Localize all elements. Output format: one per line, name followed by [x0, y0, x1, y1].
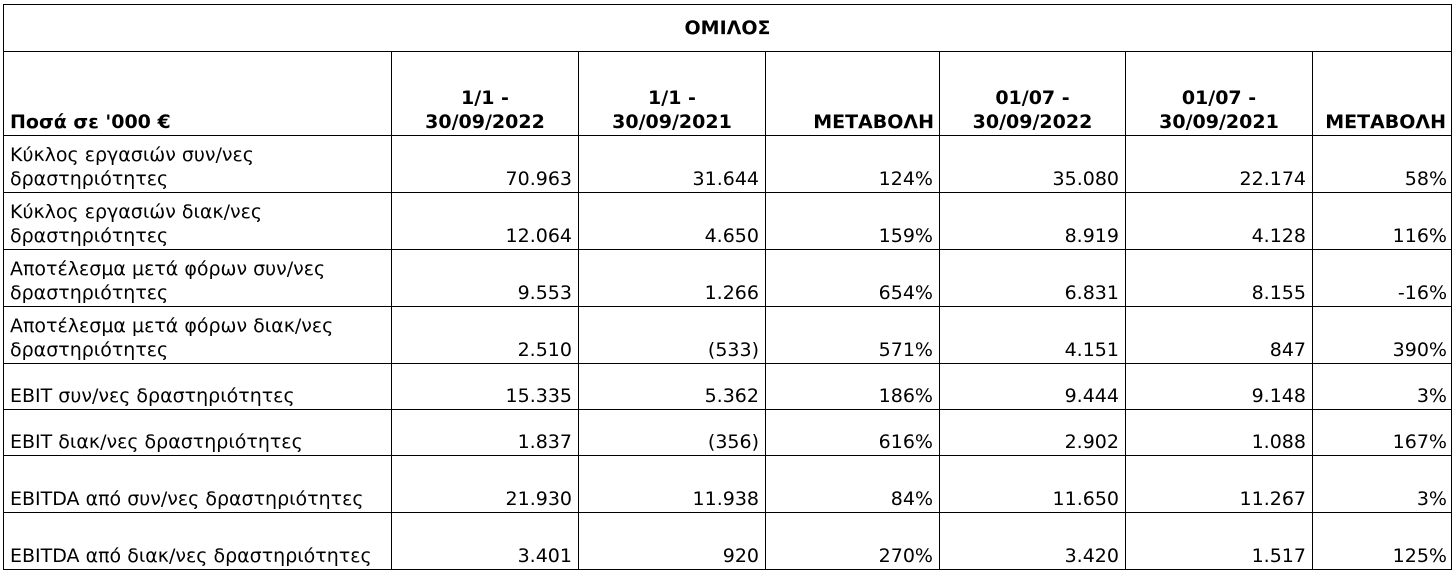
cell-q3-2022: 9.444 — [939, 363, 1126, 410]
financial-table: ΟΜΙΛΟΣ Ποσά σε '000 € 1/1 -30/09/2022 1/… — [3, 4, 1452, 570]
cell-9m-2021: 5.362 — [578, 363, 766, 410]
cell-9m-2022: 12.064 — [391, 192, 579, 250]
cell-9m-2021: 11.938 — [578, 455, 766, 513]
cell-q3-2022: 3.420 — [939, 512, 1126, 570]
header-period-q3-2022: 01/07 -30/09/2022 — [939, 51, 1126, 136]
cell-change-q3: 3% — [1312, 363, 1452, 410]
cell-9m-2021: 31.644 — [578, 135, 766, 193]
cell-q3-2021: 11.267 — [1125, 455, 1313, 513]
cell-9m-2021: 920 — [578, 512, 766, 570]
cell-9m-2021: (533) — [578, 306, 766, 364]
cell-q3-2022: 2.902 — [939, 409, 1126, 456]
cell-change-9m: 571% — [765, 306, 940, 364]
table-row: EBITDA από διακ/νες δραστηριότητες 3.401… — [3, 512, 1452, 570]
row-label: Κύκλος εργασιών συν/νες δραστηριότητες — [3, 135, 392, 193]
header-period-9m-2022-line1: 1/1 - — [461, 87, 509, 109]
cell-q3-2021: 847 — [1125, 306, 1313, 364]
table-title: ΟΜΙΛΟΣ — [3, 4, 1452, 52]
table-row: EBIT συν/νες δραστηριότητες 15.335 5.362… — [3, 363, 1452, 410]
cell-change-q3: -16% — [1312, 249, 1452, 307]
row-label: Αποτέλεσμα μετά φόρων διακ/νες δραστηριό… — [3, 306, 392, 364]
cell-change-q3: 125% — [1312, 512, 1452, 570]
table-row: EBIT διακ/νες δραστηριότητες 1.837 (356)… — [3, 409, 1452, 456]
header-change-9m: ΜΕΤΑΒΟΛΗ — [765, 51, 940, 136]
row-label: EBITDA από διακ/νες δραστηριότητες — [3, 512, 392, 570]
cell-change-q3: 3% — [1312, 455, 1452, 513]
cell-q3-2022: 35.080 — [939, 135, 1126, 193]
table-title-row: ΟΜΙΛΟΣ — [3, 4, 1452, 52]
cell-change-9m: 616% — [765, 409, 940, 456]
cell-q3-2021: 22.174 — [1125, 135, 1313, 193]
cell-change-9m: 186% — [765, 363, 940, 410]
cell-q3-2022: 8.919 — [939, 192, 1126, 250]
cell-9m-2022: 3.401 — [391, 512, 579, 570]
header-period-9m-2021: 1/1 -30/09/2021 — [578, 51, 766, 136]
cell-q3-2021: 1.517 — [1125, 512, 1313, 570]
table-row: Κύκλος εργασιών συν/νες δραστηριότητες 7… — [3, 135, 1452, 193]
table-row: Αποτέλεσμα μετά φόρων συν/νες δραστηριότ… — [3, 249, 1452, 307]
header-period-q3-2021-line2: 30/09/2021 — [1159, 111, 1279, 133]
cell-9m-2022: 15.335 — [391, 363, 579, 410]
header-period-9m-2021-line2: 30/09/2021 — [612, 111, 732, 133]
cell-q3-2021: 1.088 — [1125, 409, 1313, 456]
header-period-q3-2021: 01/07 -30/09/2021 — [1125, 51, 1313, 136]
cell-9m-2021: 4.650 — [578, 192, 766, 250]
header-period-q3-2022-line1: 01/07 - — [995, 87, 1070, 109]
table-row: Κύκλος εργασιών διακ/νες δραστηριότητες … — [3, 192, 1452, 250]
cell-change-9m: 84% — [765, 455, 940, 513]
cell-change-q3: 58% — [1312, 135, 1452, 193]
cell-change-q3: 167% — [1312, 409, 1452, 456]
header-period-9m-2022: 1/1 -30/09/2022 — [391, 51, 579, 136]
cell-q3-2021: 4.128 — [1125, 192, 1313, 250]
table-row: Αποτέλεσμα μετά φόρων διακ/νες δραστηριό… — [3, 306, 1452, 364]
cell-change-9m: 270% — [765, 512, 940, 570]
cell-9m-2022: 2.510 — [391, 306, 579, 364]
cell-9m-2022: 70.963 — [391, 135, 579, 193]
cell-9m-2022: 9.553 — [391, 249, 579, 307]
cell-q3-2022: 6.831 — [939, 249, 1126, 307]
row-label: EBITDA από συν/νες δραστηριότητες — [3, 455, 392, 513]
row-label: EBIT συν/νες δραστηριότητες — [3, 363, 392, 410]
header-period-9m-2022-line2: 30/09/2022 — [425, 111, 545, 133]
cell-q3-2021: 9.148 — [1125, 363, 1313, 410]
header-period-q3-2022-line2: 30/09/2022 — [972, 111, 1093, 133]
cell-q3-2022: 11.650 — [939, 455, 1126, 513]
row-label: Κύκλος εργασιών διακ/νες δραστηριότητες — [3, 192, 392, 250]
table-row: EBITDA από συν/νες δραστηριότητες 21.930… — [3, 455, 1452, 513]
cell-9m-2022: 1.837 — [391, 409, 579, 456]
cell-change-q3: 116% — [1312, 192, 1452, 250]
header-change-q3: ΜΕΤΑΒΟΛΗ — [1312, 51, 1452, 136]
cell-9m-2022: 21.930 — [391, 455, 579, 513]
header-period-9m-2021-line1: 1/1 - — [648, 87, 696, 109]
cell-9m-2021: 1.266 — [578, 249, 766, 307]
row-label: EBIT διακ/νες δραστηριότητες — [3, 409, 392, 456]
row-label: Αποτέλεσμα μετά φόρων συν/νες δραστηριότ… — [3, 249, 392, 307]
cell-q3-2022: 4.151 — [939, 306, 1126, 364]
header-period-q3-2021-line1: 01/07 - — [1181, 87, 1257, 109]
cell-change-9m: 654% — [765, 249, 940, 307]
table-header-row: Ποσά σε '000 € 1/1 -30/09/2022 1/1 -30/0… — [3, 51, 1452, 136]
cell-change-9m: 159% — [765, 192, 940, 250]
cell-change-9m: 124% — [765, 135, 940, 193]
cell-change-q3: 390% — [1312, 306, 1452, 364]
cell-q3-2021: 8.155 — [1125, 249, 1313, 307]
cell-9m-2021: (356) — [578, 409, 766, 456]
header-amounts-label: Ποσά σε '000 € — [3, 51, 392, 136]
